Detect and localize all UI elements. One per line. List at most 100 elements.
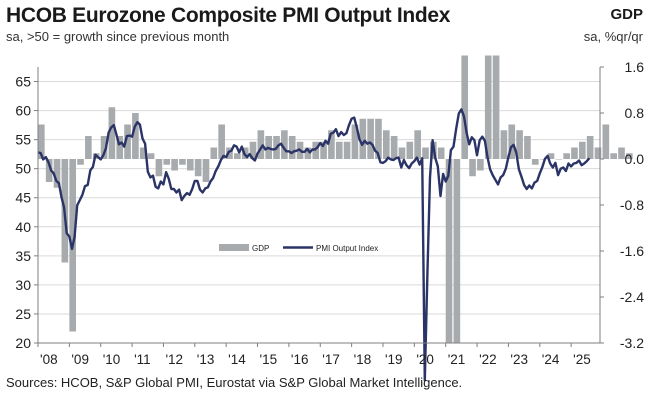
gdp-bar — [202, 159, 210, 182]
grid-lines — [38, 81, 600, 315]
gdp-bar — [422, 147, 429, 159]
gdp-bar — [477, 159, 484, 171]
gdp-bar — [547, 153, 555, 159]
right-tick-label: -2.4 — [620, 289, 644, 305]
right-tick-label: 1.6 — [625, 59, 645, 75]
gdp-bar — [328, 130, 335, 159]
gdp-bar — [100, 136, 108, 159]
gdp-bar — [390, 136, 398, 159]
gdp-bar — [398, 147, 406, 159]
gdp-bar — [179, 159, 186, 165]
x-tick-label: '15 — [260, 352, 278, 367]
legend-pmi-label: PMI Output Index — [316, 244, 378, 253]
x-tick-label: '22 — [479, 352, 497, 367]
gdp-bar — [492, 55, 500, 159]
gdp-bar — [257, 130, 265, 159]
x-tick-label: '25 — [573, 352, 591, 367]
x-tick-label: '08 — [40, 352, 58, 367]
legend-gdp-swatch — [219, 244, 249, 251]
x-tick-label: '24 — [542, 352, 560, 367]
gdp-bar — [406, 141, 414, 159]
right-tick-label: 0.8 — [625, 105, 645, 121]
gdp-bar — [304, 147, 312, 159]
right-axis-title: GDP — [610, 6, 643, 23]
gdp-bar — [132, 113, 139, 159]
gdp-bar — [563, 153, 570, 159]
gdp-bar — [461, 55, 469, 159]
gdp-bar — [320, 141, 327, 159]
left-tick-label: 50 — [15, 161, 31, 177]
gdp-bar — [484, 55, 492, 159]
gdp-bar — [85, 136, 92, 159]
left-tick-label: 20 — [15, 335, 31, 351]
left-tick-label: 55 — [15, 132, 31, 148]
gdp-bar — [249, 141, 257, 159]
left-tick-label: 40 — [15, 219, 31, 235]
gdp-bar — [108, 107, 116, 159]
gdp-bar — [186, 159, 194, 171]
gdp-bar — [414, 130, 421, 159]
gdp-bar — [335, 141, 343, 159]
gdp-bar — [531, 159, 539, 165]
gdp-bar — [594, 147, 602, 159]
gdp-bar — [586, 136, 594, 159]
x-tick-label: '09 — [71, 352, 89, 367]
legend-gdp-label: GDP — [252, 244, 269, 253]
right-tick-label: 0.0 — [625, 151, 645, 167]
gdp-bar — [500, 130, 508, 159]
left-tick-label: 60 — [15, 103, 31, 119]
gdp-bar — [155, 159, 163, 177]
chart-subtitle: sa, >50 = growth since previous month — [6, 29, 230, 44]
chart-title: HCOB Eurozone Composite PMI Output Index — [6, 4, 451, 27]
right-tick-label: -3.2 — [620, 335, 644, 351]
gdp-bar — [367, 118, 374, 159]
gdp-bar — [343, 141, 351, 159]
gdp-bar — [578, 141, 586, 159]
gdp-bar — [382, 130, 390, 159]
gdp-bar — [375, 118, 382, 159]
gdp-bar — [163, 159, 171, 165]
left-tick-label: 35 — [15, 248, 31, 264]
left-tick-label: 45 — [15, 190, 31, 206]
gdp-bar — [437, 147, 445, 159]
left-tick-label: 65 — [15, 74, 31, 90]
axes: 20 25 30 35 40 45 50 55 60 65 -3.2 -2.4 -1.6 -0.8 0.0 0… — [15, 59, 644, 367]
gdp-bar — [218, 124, 225, 159]
gdp-bar — [234, 153, 241, 159]
x-tick-label: '10 — [103, 352, 121, 367]
gdp-bar — [288, 136, 296, 159]
left-tick-label: 30 — [15, 277, 31, 293]
gdp-bar — [555, 159, 563, 160]
gdp-bar — [524, 136, 531, 159]
gdp-bar — [194, 159, 202, 177]
x-tick-label: '16 — [291, 352, 309, 367]
gdp-bar — [147, 153, 155, 159]
right-tick-label: -1.6 — [620, 243, 644, 259]
gdp-bar — [139, 147, 147, 159]
gdp-bar — [516, 130, 523, 159]
gdp-bar — [626, 153, 633, 159]
legend: GDP PMI Output Index — [219, 244, 378, 253]
gdp-bar — [116, 136, 124, 159]
gdp-bar — [38, 124, 45, 159]
gdp-bar — [53, 159, 61, 188]
gdp-bar — [508, 124, 516, 159]
gdp-bar — [226, 147, 233, 159]
gdp-bar — [618, 147, 625, 159]
x-tick-label: '21 — [448, 352, 466, 367]
x-tick-label: '14 — [228, 352, 246, 367]
gdp-bar — [210, 147, 218, 159]
gdp-bar — [571, 147, 578, 159]
pmi-line-layer — [37, 108, 591, 382]
right-tick-label: -0.8 — [620, 197, 644, 213]
x-tick-label: '18 — [354, 352, 372, 367]
gdp-bar — [359, 118, 367, 159]
gdp-bar — [453, 159, 461, 343]
gdp-bars — [38, 55, 633, 343]
gdp-bar — [602, 124, 610, 159]
x-tick-label: '13 — [197, 352, 215, 367]
gdp-bar — [351, 124, 359, 159]
gdp-bar — [469, 159, 476, 177]
gdp-bar — [124, 124, 131, 159]
